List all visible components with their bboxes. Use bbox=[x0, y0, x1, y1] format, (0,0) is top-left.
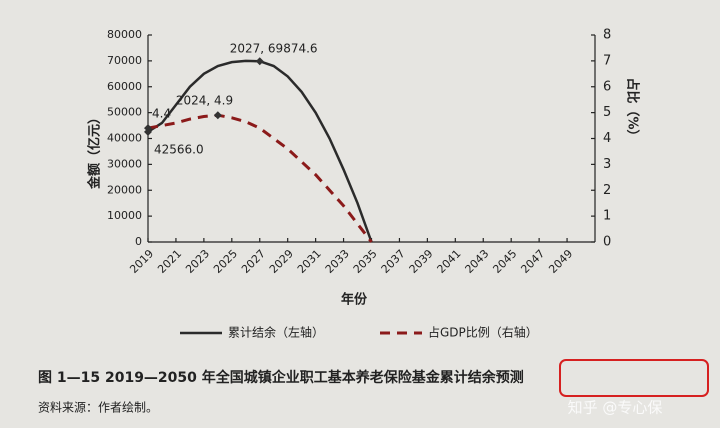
legend-label: 累计结余（左轴） bbox=[228, 325, 324, 340]
y2-tick-label: 8 bbox=[603, 28, 611, 43]
annotation: 2027, 69874.6 bbox=[230, 42, 318, 56]
y2-tick-label: 4 bbox=[603, 131, 611, 146]
legend-label: 占GDP比例（右轴） bbox=[428, 325, 538, 340]
annotation: 4.4 bbox=[152, 107, 171, 121]
annotation-marker bbox=[213, 111, 222, 120]
y2-tick-label: 2 bbox=[603, 183, 611, 198]
annotation-marker bbox=[144, 127, 152, 136]
y2-tick-label: 1 bbox=[603, 209, 611, 224]
y-tick-label: 40000 bbox=[107, 132, 142, 145]
annotation: 42566.0 bbox=[154, 142, 204, 156]
annotation-marker bbox=[255, 57, 264, 66]
series-line bbox=[147, 113, 373, 243]
caption: 图 1—15 2019—2050 年全国城镇企业职工基本养老保险基金累计结余预测 bbox=[38, 369, 524, 386]
x-axis-title: 年份 bbox=[341, 292, 368, 308]
y2-tick-label: 0 bbox=[603, 235, 611, 250]
y-axis-title: 金额（亿元） bbox=[87, 111, 103, 190]
y-tick-label: 50000 bbox=[107, 106, 142, 119]
y-tick-label: 60000 bbox=[107, 80, 142, 93]
y-tick-label: 0 bbox=[135, 235, 142, 248]
watermark: 知乎 @专心保 bbox=[568, 399, 663, 417]
y-tick-label: 30000 bbox=[107, 157, 142, 170]
y2-tick-label: 7 bbox=[603, 53, 611, 68]
y2-tick-label: 6 bbox=[603, 79, 611, 94]
y-tick-label: 70000 bbox=[107, 54, 142, 67]
y-tick-label: 20000 bbox=[107, 183, 142, 196]
y-tick-label: 10000 bbox=[107, 209, 142, 222]
y-tick-label: 80000 bbox=[107, 28, 142, 41]
y2-axis-title: 占比（%） bbox=[625, 77, 641, 142]
highlight-box bbox=[559, 359, 709, 397]
y2-tick-label: 5 bbox=[603, 105, 611, 120]
annotation: 2024, 4.9 bbox=[176, 94, 233, 108]
y2-tick-label: 3 bbox=[603, 157, 611, 172]
source: 资料来源：作者绘制。 bbox=[38, 400, 158, 415]
